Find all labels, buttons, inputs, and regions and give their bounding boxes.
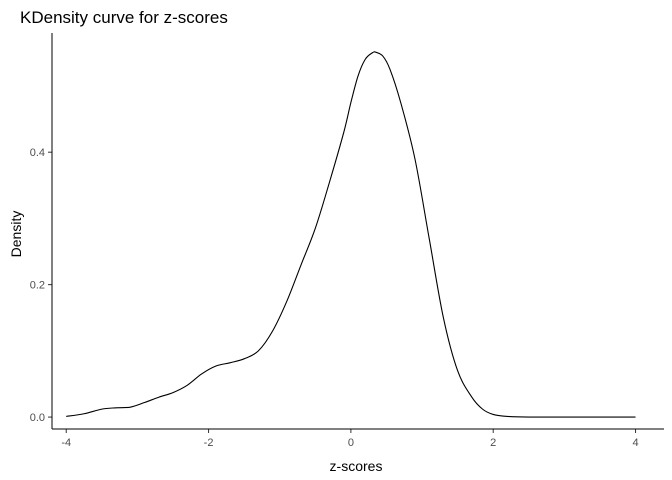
y-tick-label: 0.2 <box>30 280 45 292</box>
x-axis-ticks: -4 -2 0 2 4 <box>61 429 639 449</box>
chart-title: KDensity curve for z-scores <box>20 8 228 27</box>
y-tick-label: 0.0 <box>30 412 45 424</box>
x-tick-label: 2 <box>490 437 496 449</box>
x-axis-title: z-scores <box>330 458 383 474</box>
x-tick-label: -2 <box>204 437 214 449</box>
density-curve <box>66 51 636 418</box>
x-tick-label: 0 <box>348 437 354 449</box>
x-tick-label: -4 <box>61 437 71 449</box>
y-axis-title: Density <box>8 211 24 258</box>
y-tick-label: 0.4 <box>30 147 45 159</box>
x-tick-label: 4 <box>632 437 638 449</box>
y-axis-ticks: 0.0 0.2 0.4 <box>30 147 52 424</box>
